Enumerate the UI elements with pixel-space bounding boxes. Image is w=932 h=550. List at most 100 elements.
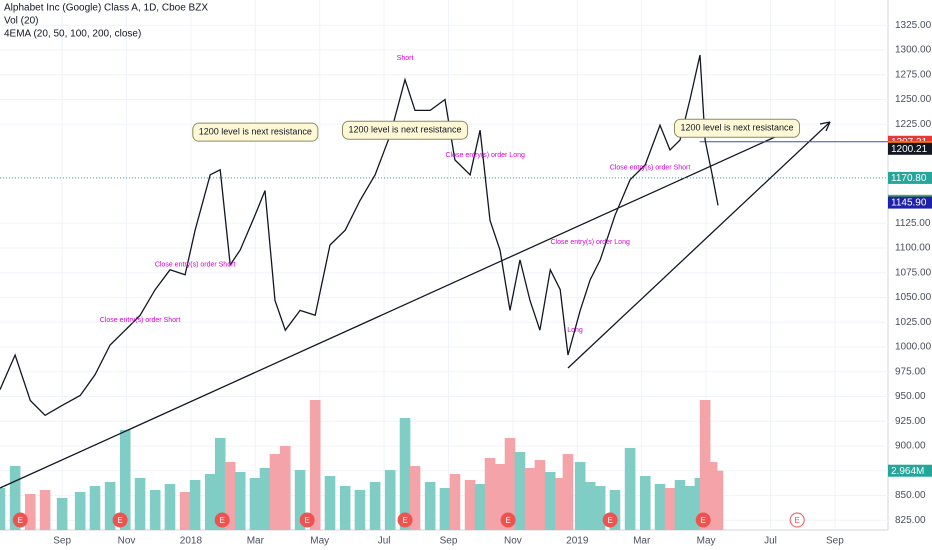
earnings-label: E (117, 516, 122, 525)
volume-bar (409, 466, 421, 530)
volume (0, 400, 724, 530)
price-tag-label: 1145.90 (891, 198, 927, 209)
volume-bar (339, 486, 351, 530)
volume-bar (279, 446, 291, 530)
callout: 1200 level is next resistance (673, 118, 801, 138)
volume-bar (684, 486, 696, 530)
volume-bar (324, 476, 336, 530)
volume-bar (574, 462, 586, 530)
volume-bar (484, 458, 496, 530)
volume-bar (56, 498, 68, 530)
volume-bar (524, 468, 536, 530)
volume-bar (639, 476, 651, 530)
indicator-label: 4EMA (20, 50, 100, 200, close) (4, 29, 141, 40)
earnings-marker (602, 512, 618, 528)
volume-bar (474, 484, 486, 530)
earnings-marker (12, 512, 28, 528)
y-tick-label: 950.00 (895, 391, 926, 402)
x-tick-label: Jul (764, 536, 777, 547)
signal-label: Short (397, 55, 414, 62)
earnings-marker (299, 512, 315, 528)
volume-bar (494, 464, 506, 530)
signal-label: Close entry(s) order Short (610, 165, 691, 172)
volume-bar (654, 484, 666, 530)
grid (0, 0, 888, 530)
x-tick-label: 2019 (566, 536, 589, 547)
y-tick-label: 1275.00 (895, 69, 932, 80)
y-tick-label: 1325.00 (895, 20, 932, 31)
earnings-label: E (607, 516, 612, 525)
volume-bar (214, 438, 226, 530)
volume-bar (39, 490, 51, 530)
indicator-label: Vol (20) (4, 16, 38, 27)
volume-bar (134, 478, 146, 530)
earnings-marker (789, 512, 805, 528)
earnings-label: E (701, 516, 706, 525)
y-tick-label: 975.00 (895, 366, 926, 377)
x-tick-label: Mar (247, 536, 265, 547)
y-tick-label: 1300.00 (895, 45, 932, 56)
callout-text: 1200 level is next resistance (680, 123, 793, 133)
volume-bar (609, 490, 621, 530)
y-tick-label: 1125.00 (895, 218, 931, 229)
volume-bar (504, 438, 516, 530)
earnings-label: E (795, 516, 800, 525)
x-tick-label: May (697, 536, 716, 547)
volume-bar (89, 486, 101, 530)
y-tick-label: 1100.00 (895, 243, 931, 254)
volume-bar (179, 492, 191, 530)
signal-label: Close entry(s) order Short (100, 317, 181, 324)
volume-bar (712, 470, 724, 530)
y-tick-label: 1225.00 (895, 119, 932, 130)
volume-bar (424, 482, 436, 530)
chart-title: Alphabet Inc (Google) Class A, 1D, Cboe … (4, 3, 208, 14)
callout-box (673, 118, 801, 138)
earnings-marker (695, 512, 711, 528)
volume-bar (354, 490, 366, 530)
callout: 1200 level is next resistance (192, 122, 319, 142)
x-tick-label: Sep (826, 536, 844, 547)
x-tick-label: 2018 (180, 536, 203, 547)
callout: 1200 level is next resistance (342, 120, 469, 140)
volume-bar (399, 418, 411, 530)
y-tick-label: 1000.00 (895, 342, 932, 353)
price-line (0, 54, 719, 417)
volume-bar (706, 462, 718, 530)
price-tag (888, 142, 932, 155)
signal-label: Long (567, 327, 583, 334)
earnings-marker (397, 512, 413, 528)
earnings-label: E (402, 516, 407, 525)
signal-label: Close entry(s) order Short (155, 262, 236, 269)
x-tick-label: Mar (633, 536, 651, 547)
volume-bar (439, 488, 451, 530)
y-tick-label: 900.00 (895, 441, 926, 452)
earnings-label: E (505, 516, 510, 525)
y-tick-label: 850.00 (895, 490, 926, 501)
x-tick-label: Sep (53, 536, 71, 547)
volume-bar (269, 454, 281, 530)
volume-bar (119, 430, 131, 530)
y-tick-label: 1250.00 (895, 94, 932, 105)
volume-bar (584, 482, 596, 530)
earnings-marker (112, 512, 128, 528)
volume-tag (888, 464, 932, 477)
volume-bar (554, 478, 566, 530)
y-tick-label: 1050.00 (895, 292, 932, 303)
x-tick-label: May (310, 536, 329, 547)
price-tag (888, 171, 932, 184)
volume-bar (449, 474, 461, 530)
volume-bar (594, 486, 606, 530)
arrow-head (819, 121, 831, 132)
callout-box (192, 122, 319, 142)
volume-bar (259, 468, 271, 530)
volume-bar (674, 480, 686, 530)
price-tag (888, 196, 932, 209)
x-tick-label: Jul (378, 536, 391, 547)
volume-bar (514, 452, 526, 530)
price-tag-label: 1200.21 (891, 144, 928, 155)
price-tag-label: 1170.80 (891, 173, 927, 184)
volume-bar (24, 494, 36, 530)
volume-bar (249, 478, 261, 530)
volume-bar (309, 400, 321, 530)
